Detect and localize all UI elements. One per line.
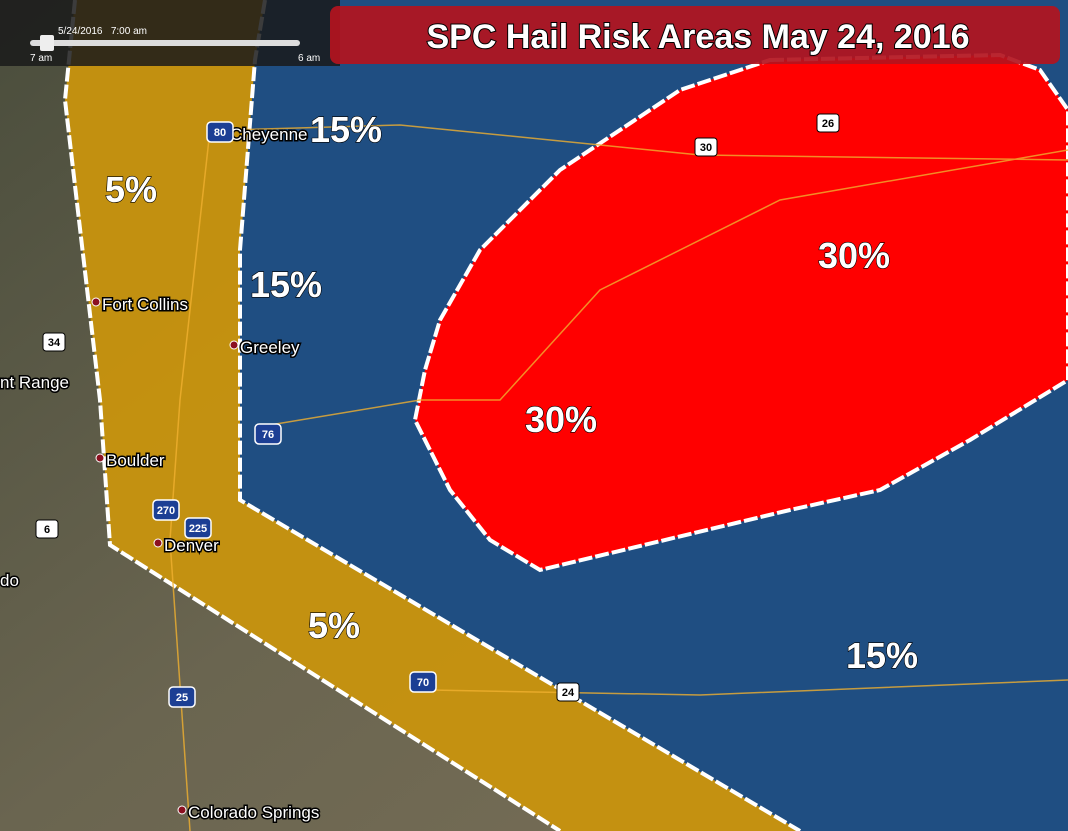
risk-label: 30% <box>818 235 890 276</box>
risk-area-5 <box>65 0 800 831</box>
city-marker <box>229 340 239 350</box>
highway-label: 25 <box>176 692 188 704</box>
interstate-shield <box>184 517 212 539</box>
place-label: nt Range <box>0 373 69 392</box>
road <box>269 149 1068 426</box>
risk-boundary <box>62 0 562 831</box>
road <box>429 679 1068 696</box>
us-highway-shield <box>694 137 718 157</box>
us-highway-shield <box>42 332 66 352</box>
city-label: Colorado Springs <box>188 803 319 822</box>
highway-label: 30 <box>700 142 712 154</box>
title-banner <box>330 6 1060 64</box>
slider-datetime: 5/24/2016 7:00 am <box>58 26 147 37</box>
risk-label: 5% <box>105 169 157 210</box>
city-marker <box>177 805 187 815</box>
highway-label: 80 <box>214 127 226 139</box>
road <box>169 129 211 831</box>
city-marker <box>153 538 163 548</box>
highway-label: 24 <box>562 687 575 699</box>
slider-background <box>0 0 340 66</box>
interstate-shield <box>206 121 234 143</box>
risk-label: 5% <box>308 605 360 646</box>
highway-label: 34 <box>48 337 61 349</box>
us-highway-shield <box>35 519 59 539</box>
us-highway-shield <box>816 113 840 133</box>
highway-label: 6 <box>44 524 50 536</box>
interstate-shield <box>168 686 196 708</box>
city-marker <box>91 297 101 307</box>
city-label: Boulder <box>106 451 165 470</box>
roads <box>169 124 1068 831</box>
slider-end: 6 am <box>298 53 320 64</box>
risk-area-30 <box>412 52 1068 573</box>
highway-label: 225 <box>189 523 207 535</box>
slider-track[interactable] <box>30 40 300 46</box>
slider-thumb[interactable] <box>40 35 54 51</box>
city-label: Fort Collins <box>102 295 188 314</box>
slider-panel: 5/24/2016 7:00 am 7 am 6 am <box>0 0 340 66</box>
risk-label: 30% <box>525 399 597 440</box>
risk-label: 15% <box>846 635 918 676</box>
title: SPC Hail Risk Areas May 24, 2016 <box>426 18 969 56</box>
slider-start: 7 am <box>30 53 52 64</box>
highway-label: 26 <box>822 118 834 130</box>
road <box>229 124 1068 161</box>
highway-label: 270 <box>157 505 175 517</box>
risk-label: 15% <box>310 109 382 150</box>
highway-label: 70 <box>417 677 429 689</box>
interstate-shield <box>152 499 180 521</box>
highway-label: 76 <box>262 429 274 441</box>
risk-label: 15% <box>250 264 322 305</box>
us-highway-shield <box>556 682 580 702</box>
city-marker <box>95 453 105 463</box>
city-label: Greeley <box>240 338 300 357</box>
city-label: Cheyenne <box>230 125 308 144</box>
place-label: do <box>0 571 19 590</box>
interstate-shield <box>254 423 282 445</box>
city-label: Denver <box>164 536 219 555</box>
interstate-shield <box>409 671 437 693</box>
